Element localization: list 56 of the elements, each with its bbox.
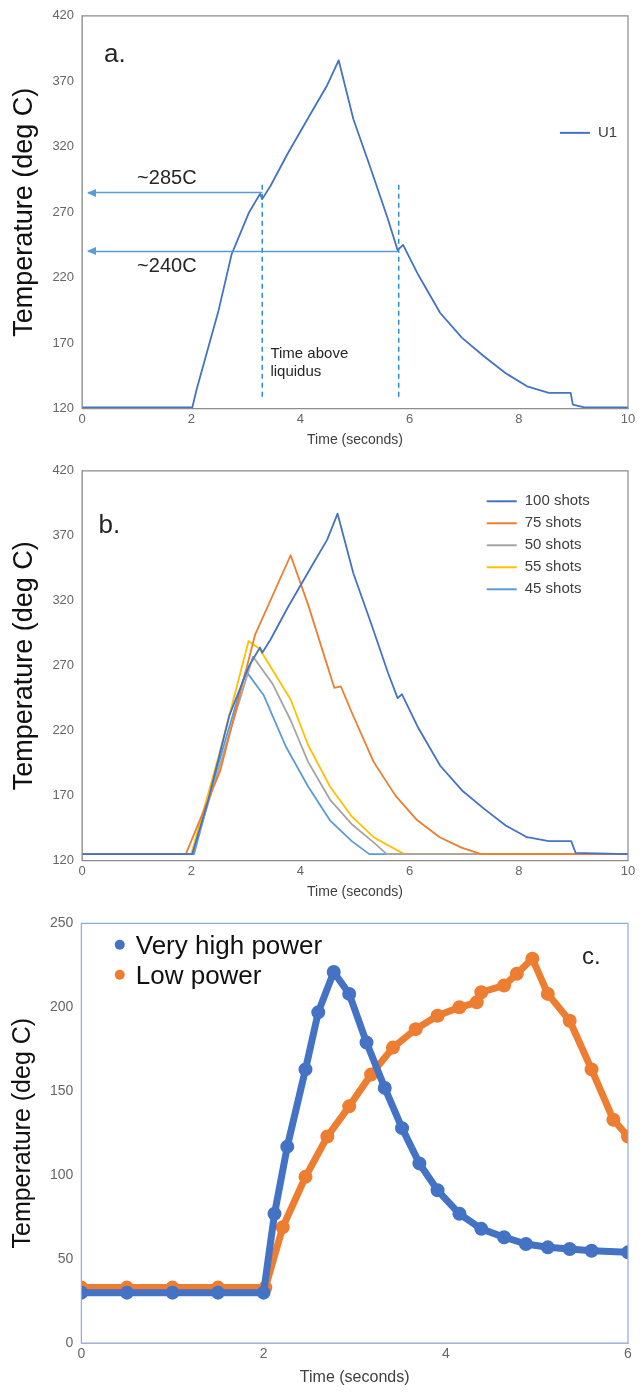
legend-label: 55 shots [524,557,582,575]
x-axis-title: Time (seconds) [299,1367,410,1385]
x-tick-label: 8 [515,410,523,426]
x-tick-label: 4 [296,862,305,878]
y-tick-label: 170 [52,787,75,803]
annotation: Time above liquidus [270,343,349,379]
legend-label: 75 shots [524,513,582,531]
annotation: c. [582,941,601,969]
x-tick-label: 6 [406,862,414,878]
y-tick-label: 270 [52,203,75,219]
annotation: a. [103,38,126,69]
x-tick-label: 6 [624,1345,633,1362]
annotation: b. [98,508,121,539]
legend-label: U1 [597,123,618,140]
y-axis-title: Temperature (deg C) [6,1017,35,1249]
x-tick-label: 2 [187,410,195,426]
y-tick-label: 200 [50,998,74,1015]
y-tick-label: 150 [50,1082,74,1099]
y-tick-label: 220 [52,269,75,285]
x-axis-title: Time (seconds) [307,883,404,900]
x-tick-label: 2 [259,1345,268,1362]
x-tick-label: 0 [77,1345,86,1362]
legend-label: 100 shots [524,491,590,509]
y-tick-label: 250 [50,914,74,931]
y-tick-label: 370 [52,527,75,543]
y-tick-label: 420 [52,462,75,478]
y-tick-label: 120 [52,852,75,868]
y-tick-label: 50 [57,1249,74,1266]
x-tick-label: 10 [620,410,636,426]
y-tick-label: 420 [52,7,75,23]
legend-label: 50 shots [524,535,582,553]
y-tick-label: 0 [65,1333,74,1350]
x-tick-label: 0 [78,410,86,426]
x-tick-label: 0 [78,862,86,878]
legend-label: 45 shots [524,579,582,597]
legend-label: Low power [135,959,262,990]
ref-line-label: ~240C [137,254,197,276]
x-tick-label: 10 [620,862,636,878]
y-tick-label: 220 [52,722,75,738]
x-tick-label: 6 [406,410,414,426]
x-tick-label: 8 [515,862,523,878]
legend-label: Very high power [135,929,323,960]
y-tick-label: 370 [52,72,75,88]
y-tick-label: 320 [52,592,75,608]
ref-line-label: ~285C [137,166,197,189]
y-tick-label: 100 [50,1166,74,1183]
x-tick-label: 4 [441,1345,450,1362]
y-tick-label: 320 [52,138,75,154]
y-axis-title: Temperature (deg C) [7,541,38,791]
y-axis-title: Temperature (deg C) [7,87,38,337]
y-tick-label: 120 [52,400,75,416]
x-axis-title: Time (seconds) [307,431,404,448]
y-tick-label: 170 [52,334,75,350]
x-tick-label: 2 [187,862,195,878]
y-tick-label: 270 [52,657,75,673]
x-tick-label: 4 [296,410,305,426]
